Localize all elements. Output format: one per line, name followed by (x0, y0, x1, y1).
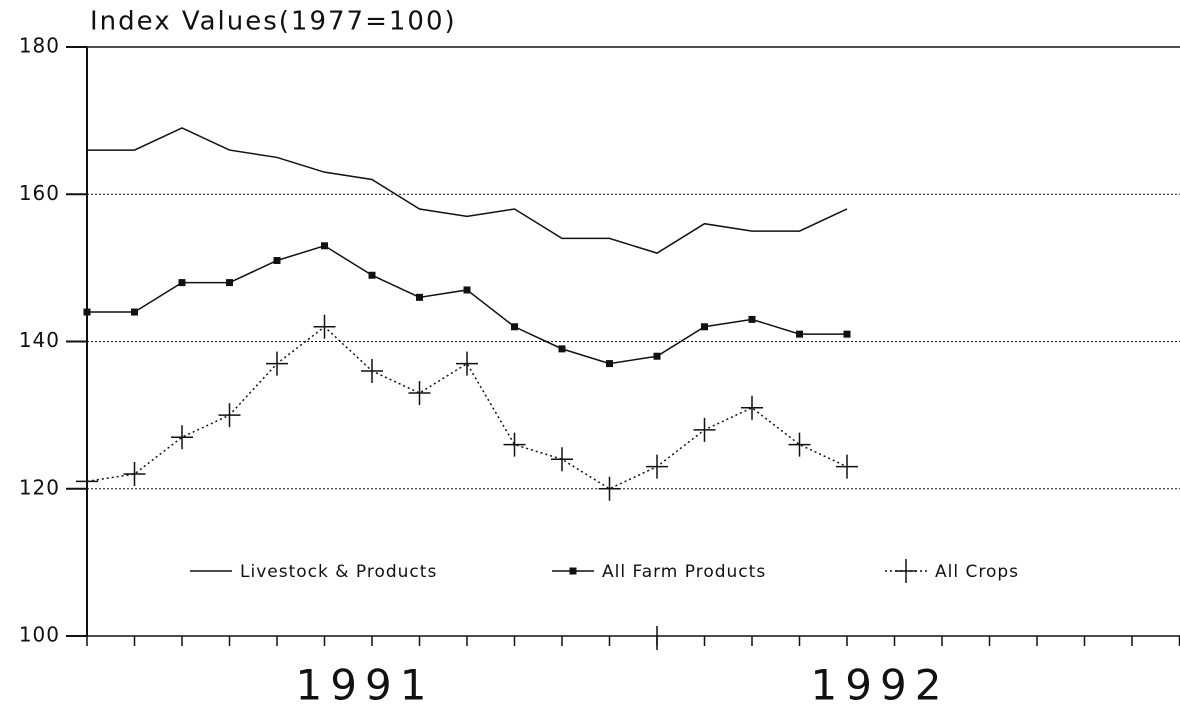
marker (463, 286, 471, 294)
marker (408, 381, 431, 406)
y-tick-label: 120 (19, 475, 60, 499)
marker (416, 293, 423, 301)
series-line (86, 325, 848, 490)
y-tick-label: 100 (19, 623, 60, 647)
marker (503, 432, 526, 457)
marker (606, 360, 613, 368)
marker (368, 271, 376, 279)
marker (701, 323, 708, 331)
marker (511, 323, 518, 331)
chart-title: Index Values(1977=100) (90, 7, 457, 37)
y-tick-label: 160 (19, 181, 60, 205)
series-line (87, 244, 847, 365)
marker (273, 257, 281, 265)
marker (569, 567, 577, 575)
marker (456, 351, 478, 376)
marker (266, 351, 288, 376)
marker (361, 358, 383, 383)
legend-label: Livestock & Products (240, 562, 437, 582)
marker (313, 314, 336, 339)
marker (796, 330, 803, 338)
marker (843, 330, 851, 338)
marker (171, 425, 193, 450)
marker (598, 476, 621, 501)
marker (178, 279, 186, 287)
y-tick-label: 140 (19, 328, 60, 352)
marker (321, 242, 328, 250)
marker (895, 559, 917, 583)
y-tick-label: 180 (19, 34, 60, 58)
marker (131, 308, 138, 316)
marker (558, 345, 566, 353)
year-label: 1992 (811, 661, 950, 710)
marker (123, 462, 146, 487)
marker (83, 308, 91, 316)
marker (218, 403, 241, 428)
series-line (87, 127, 848, 254)
legend-label: All Farm Products (602, 562, 766, 582)
year-label: 1991 (296, 661, 435, 710)
legend-label: All Crops (935, 562, 1019, 582)
marker (836, 454, 858, 479)
marker (693, 417, 716, 442)
marker (551, 447, 573, 472)
marker (748, 315, 756, 323)
marker (788, 432, 811, 457)
marker (741, 395, 763, 420)
marker (653, 352, 661, 360)
marker (76, 469, 98, 494)
marker (646, 454, 668, 479)
marker (226, 279, 233, 287)
